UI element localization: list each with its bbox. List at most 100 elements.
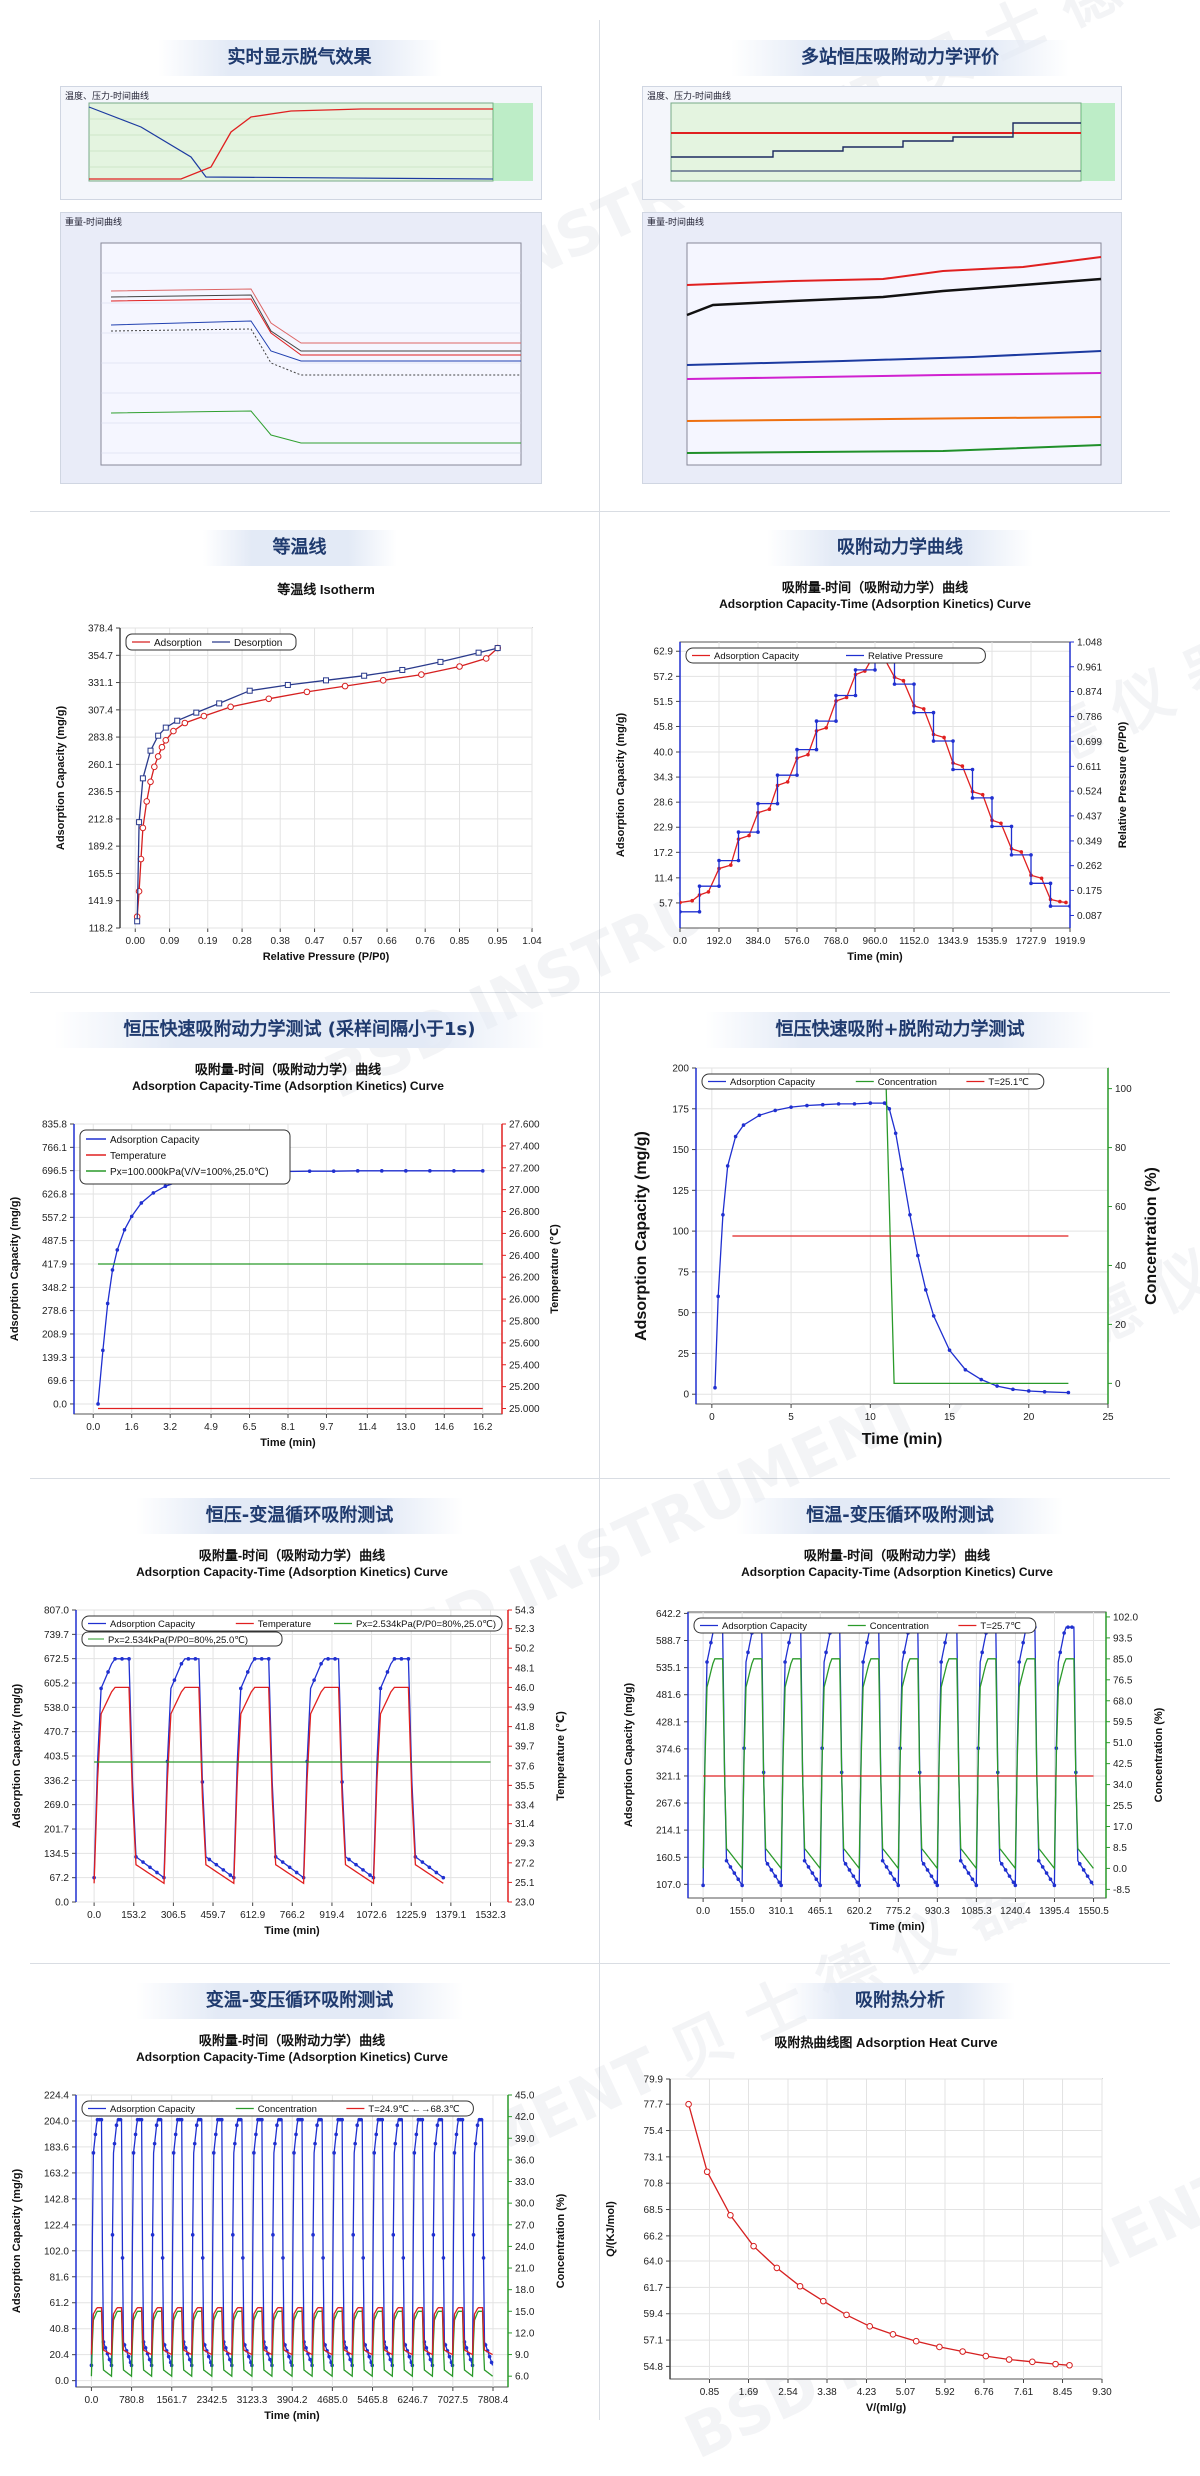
data-point — [1070, 1625, 1074, 1629]
data-point — [347, 1857, 351, 1862]
y2-tick-label: 0.786 — [1077, 712, 1102, 723]
screen-caption: 重量-时间曲线 — [647, 217, 704, 227]
data-point — [844, 695, 849, 700]
y-tick-label: 204.0 — [44, 2116, 69, 2127]
x-tick-label: 0.38 — [270, 936, 290, 947]
data-point — [818, 1883, 822, 1888]
data-point — [399, 2117, 404, 2122]
y-tick-label: 236.5 — [88, 787, 113, 798]
data-point — [359, 2117, 363, 2122]
data-point — [173, 2132, 178, 2137]
x-tick-label: 384.0 — [745, 936, 770, 947]
y2-tick-label: 17.0 — [1113, 1822, 1133, 1833]
y-tick-label: 374.6 — [656, 1744, 681, 1755]
data-point — [736, 858, 741, 863]
y-tick-label: 77.7 — [644, 2100, 664, 2111]
y-tick-label: 336.2 — [44, 1776, 69, 1787]
x-tick-label: 4685.0 — [317, 2395, 348, 2406]
heat-panel: 吸附热分析 吸附热曲线图 Adsorption Heat Curve 0.85 1.… — [600, 1983, 1200, 2438]
y-tick-label: 139.3 — [42, 1353, 67, 1364]
x-tick-label: 310.1 — [769, 1906, 794, 1917]
legend-label: Adsorption Capacity — [722, 1621, 807, 1632]
y2-tick-label: 18.0 — [515, 2285, 535, 2296]
data-point — [99, 2117, 104, 2122]
x-tick-label: 0.0 — [84, 2395, 98, 2406]
y-tick-label: 538.0 — [44, 1703, 69, 1714]
row-divider — [30, 1963, 1170, 1964]
data-point — [706, 890, 711, 894]
y2-axis-label: Relative Pressure (P/P0) — [1117, 721, 1129, 848]
data-point — [942, 735, 946, 740]
data-point — [980, 792, 985, 797]
data-point — [399, 666, 406, 673]
data-point — [186, 1657, 191, 1661]
y2-tick-label: 35.5 — [515, 1781, 535, 1792]
y2-tick-label: 59.5 — [1113, 1717, 1133, 1728]
y-tick-label: 0.0 — [55, 1898, 69, 1909]
data-point — [252, 1657, 257, 1661]
chart-subtitle: Adsorption Capacity-Time (Adsorption Kin… — [136, 2050, 448, 2064]
degas-top-plot — [88, 102, 533, 182]
data-point — [925, 1868, 930, 1872]
data-point — [819, 2297, 827, 2305]
data-point — [936, 2343, 943, 2351]
data-point — [91, 2151, 96, 2155]
data-point — [939, 1660, 943, 1664]
y2-tick-label: 0.437 — [1077, 811, 1102, 822]
data-point — [162, 724, 169, 731]
data-point — [783, 1660, 787, 1664]
data-point — [456, 663, 463, 670]
series-line — [687, 2104, 1070, 2366]
y2-tick-label: 15.0 — [515, 2307, 535, 2318]
data-point — [332, 2151, 336, 2155]
y2-tick-label: 0.611 — [1077, 762, 1102, 773]
legend-box — [685, 647, 986, 664]
data-point — [355, 2123, 359, 2128]
data-point — [1011, 1880, 1016, 1885]
data-point — [294, 2132, 298, 2137]
y2-tick-label: 43.9 — [515, 1703, 535, 1714]
data-point — [279, 2117, 283, 2122]
data-point — [995, 1384, 999, 1388]
x-tick-label: 1379.1 — [436, 1910, 467, 1921]
y-tick-label: 267.6 — [656, 1799, 681, 1810]
data-point — [931, 739, 936, 743]
y-tick-label: 40.0 — [654, 748, 674, 759]
data-point — [454, 2132, 459, 2137]
y2-tick-label: 42.0 — [515, 2112, 535, 2123]
y2-tick-label: 39.7 — [515, 1742, 535, 1753]
data-point — [1042, 1389, 1047, 1394]
data-point — [354, 1862, 358, 1867]
data-point — [428, 2357, 433, 2362]
data-point — [494, 645, 501, 652]
x-tick-label: 7.61 — [1014, 2387, 1034, 2398]
y-tick-label: 260.1 — [88, 760, 113, 771]
chart-title: 吸附量-时间（吸附动力学）曲线 — [199, 2033, 385, 2048]
data-point — [951, 767, 955, 772]
y-tick-label: 0 — [683, 1390, 689, 1401]
x-tick-label: 0.76 — [415, 936, 435, 947]
data-point — [773, 1108, 778, 1113]
section-title: 恒压快速吸附+脱附动力学测试 — [705, 1012, 1095, 1048]
data-point — [1048, 1877, 1053, 1881]
data-point — [1017, 1660, 1022, 1664]
y-tick-label: 67.2 — [50, 1873, 70, 1884]
data-point — [471, 2233, 476, 2237]
chart-subtitle: Adsorption Capacity-Time (Adsorption Kin… — [719, 597, 1031, 611]
data-point — [824, 1650, 828, 1655]
y2-tick-label: 27.600 — [509, 1120, 540, 1131]
y2-tick-label: 36.0 — [515, 2155, 535, 2166]
data-point — [775, 773, 780, 777]
data-point — [385, 1670, 390, 1674]
y-tick-label: 11.4 — [654, 873, 673, 884]
data-point — [341, 682, 349, 690]
data-point — [979, 1377, 984, 1382]
series-line — [136, 647, 499, 917]
data-point — [300, 2117, 304, 2122]
y-tick-label: 0.0 — [55, 2376, 69, 2387]
x-tick-label: 0.28 — [232, 936, 252, 947]
data-point — [1062, 1631, 1066, 1635]
data-point — [431, 2233, 436, 2237]
data-point — [970, 796, 975, 800]
data-point — [379, 1169, 384, 1173]
